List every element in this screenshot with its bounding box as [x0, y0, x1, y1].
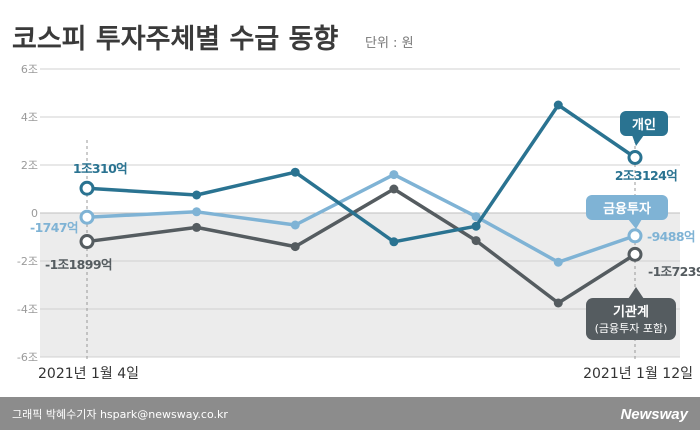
data-point [471, 221, 481, 231]
y-tick-label: 0 [31, 207, 38, 220]
data-point [553, 298, 563, 308]
data-point [192, 222, 202, 232]
individual-end-value: 2조3124억 [615, 168, 677, 183]
institution-end-value: -1조7239억 [648, 264, 700, 279]
data-point [389, 237, 399, 247]
chart-title: 코스피 투자주체별 수급 동향 [12, 24, 338, 55]
institution-series-name: 기관계 [613, 304, 649, 320]
financial-legend-tag: 금융투자 [586, 195, 668, 229]
y-tick-label: -6조 [17, 351, 38, 364]
x-label-start: 2021년 1월 4일 [38, 366, 139, 382]
institution-legend-tag: 기관계 (금융투자 포함) [586, 287, 676, 340]
brand-logo: Newsway [620, 406, 688, 423]
y-tick-label: 2조 [21, 159, 38, 172]
financial-series-name: 금융투자 [603, 201, 651, 217]
y-tick-label: -4조 [17, 303, 38, 316]
data-point [627, 150, 643, 166]
data-point [627, 246, 643, 262]
data-point [471, 212, 481, 222]
y-tick-label: -2조 [17, 255, 38, 268]
institution-start-value: -1조1899억 [45, 257, 112, 272]
data-point [290, 242, 300, 252]
data-point [389, 184, 399, 194]
negative-region-shade [40, 213, 680, 357]
series-lines [79, 100, 643, 308]
data-point [79, 209, 95, 225]
data-point [192, 207, 202, 217]
y-tick-label: 6조 [21, 63, 38, 76]
individual-start-value: 1조310억 [73, 161, 127, 176]
footer-credit: 그래픽 박혜수기자 hspark@newsway.co.kr [12, 408, 228, 421]
individual-legend-tag: 개인 [620, 111, 668, 146]
y-tick-labels: 6조 4조 2조 0 -2조 -4조 -6조 [17, 63, 38, 364]
data-point [290, 220, 300, 230]
data-point [627, 228, 643, 244]
unit-label: 단위 : 원 [365, 36, 414, 51]
data-point [389, 170, 399, 180]
data-point [79, 234, 95, 250]
y-tick-label: 4조 [21, 111, 38, 124]
data-point [553, 257, 563, 267]
data-point [471, 236, 481, 246]
institution-series-subname: (금융투자 포함) [595, 322, 668, 335]
data-point [192, 190, 202, 200]
data-point [290, 167, 300, 177]
x-label-end: 2021년 1월 12일 [583, 366, 693, 382]
data-point [79, 180, 95, 196]
financial-end-value: -9488억 [647, 229, 695, 244]
footer-bar [0, 397, 700, 430]
financial-start-value: -1747억 [30, 220, 78, 235]
individual-series-name: 개인 [632, 117, 656, 133]
data-point [553, 100, 563, 110]
